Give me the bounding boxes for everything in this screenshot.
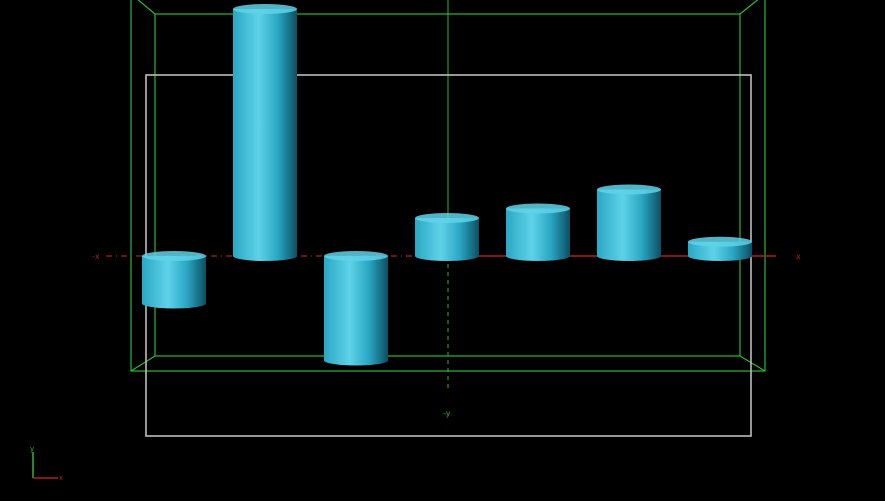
bar-7-base	[688, 251, 752, 261]
bar-3-cap	[324, 251, 388, 261]
x-neg-label: -x	[92, 252, 100, 261]
bar-7	[688, 236, 752, 261]
orientation-triad-icon: y x	[30, 445, 63, 482]
bar-6-cap	[597, 184, 661, 195]
bar-1	[142, 251, 206, 309]
bar-1-cap	[142, 251, 206, 261]
bar-5-body	[506, 208, 570, 256]
triad-x-label: x	[59, 474, 63, 482]
bar-5-cap	[506, 203, 570, 214]
bars	[142, 4, 752, 366]
bar-2-cap	[233, 4, 297, 14]
bar-2	[233, 4, 297, 261]
box-edge	[739, 355, 766, 372]
bar-4-cap	[415, 213, 479, 223]
y-neg-label: -y	[443, 409, 451, 418]
bar-2-body	[233, 9, 297, 256]
bar-4	[415, 213, 479, 261]
bar-4-body	[415, 218, 479, 256]
box-edge	[137, 0, 156, 15]
bar-6	[597, 184, 661, 261]
bar-6-base	[597, 251, 661, 261]
bar-1-base	[142, 298, 206, 309]
bar-2-base	[233, 251, 297, 261]
box-edge	[739, 0, 759, 15]
bar-1-body	[142, 256, 206, 304]
box-edge	[130, 355, 156, 372]
bar-7-cap	[688, 236, 752, 247]
bar-6-body	[597, 189, 661, 256]
bar-3-base	[324, 355, 388, 366]
bar-4-base	[415, 251, 479, 261]
bar-3	[324, 251, 388, 366]
x-pos-label: x	[796, 252, 801, 261]
triad-y-label: y	[30, 445, 34, 453]
bar-3-body	[324, 256, 388, 361]
bar-5-base	[506, 251, 570, 261]
bar-5	[506, 203, 570, 261]
